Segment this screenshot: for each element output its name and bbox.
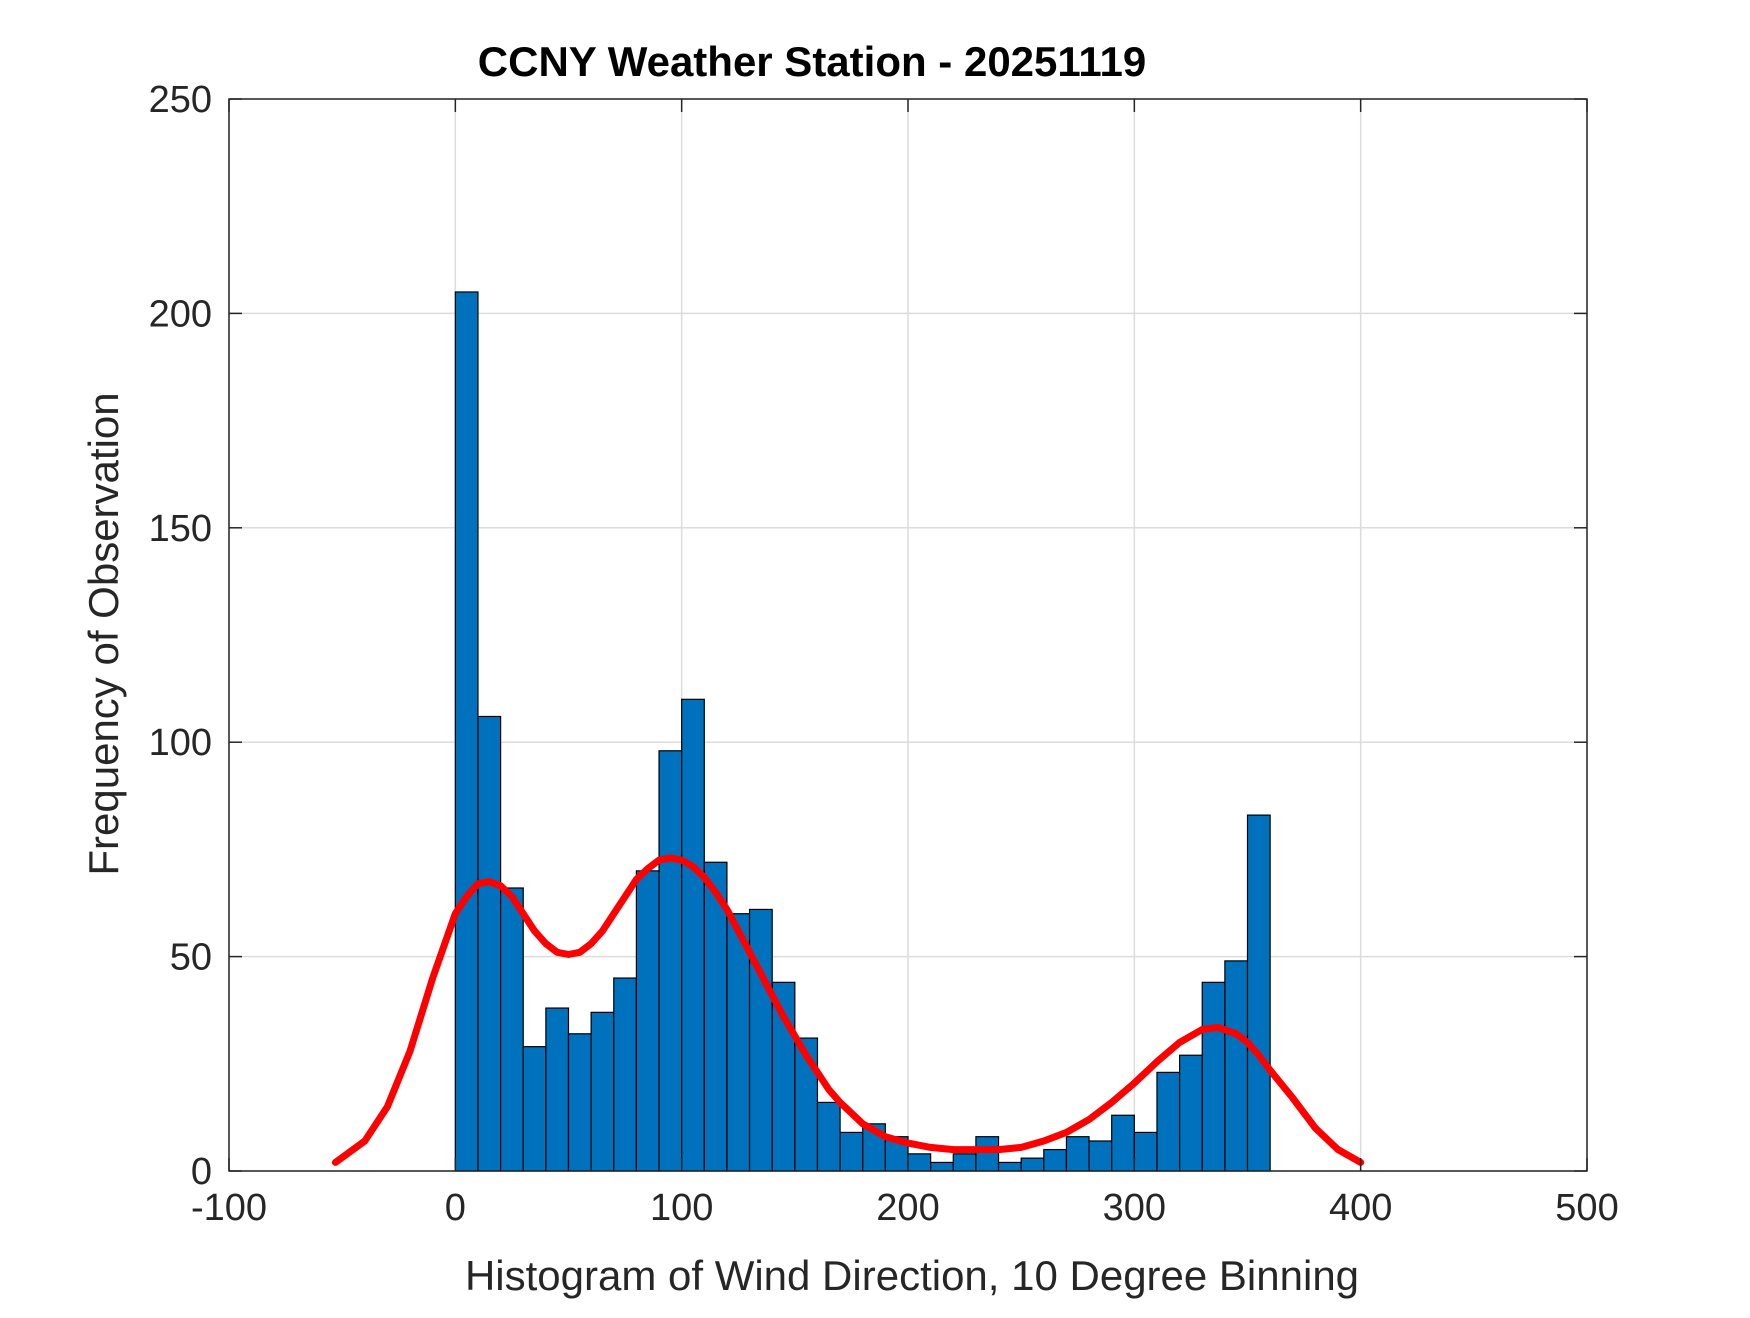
x-tick-label: 0 — [445, 1187, 466, 1229]
histogram-bar — [1246, 814, 1271, 1172]
y-tick-labels: 0 50 100 150 200 250 — [149, 79, 212, 1193]
axis-ticks — [228, 98, 1588, 1172]
x-tick-label: 300 — [1103, 1187, 1166, 1229]
histogram-bar — [681, 698, 705, 1172]
y-tick-label: 50 — [170, 937, 212, 979]
y-tick-label: 100 — [149, 722, 212, 764]
histogram-bar — [635, 870, 660, 1172]
y-tick-label: 200 — [149, 293, 212, 335]
x-tick-labels: -100 0 100 200 300 400 500 — [191, 1187, 1619, 1229]
histogram-bar — [1224, 960, 1249, 1172]
y-tick-label: 0 — [191, 1151, 212, 1193]
histogram-bar — [1020, 1157, 1045, 1172]
histogram-bar — [1201, 981, 1226, 1172]
histogram-bar — [454, 291, 479, 1172]
histogram-bar — [590, 1011, 615, 1172]
histogram-bar — [952, 1153, 977, 1172]
histogram-bar — [1178, 1054, 1203, 1172]
histogram-bar — [1043, 1148, 1068, 1172]
histogram-bar — [500, 887, 524, 1172]
histogram-bar — [1156, 1071, 1181, 1172]
y-tick-label: 150 — [149, 508, 212, 550]
histogram-bar — [997, 1161, 1022, 1172]
histogram-bar — [816, 1101, 841, 1172]
histogram-bar — [907, 1153, 932, 1172]
x-tick-label: 200 — [876, 1187, 939, 1229]
y-tick-label: 250 — [149, 79, 212, 121]
x-tick-label: 400 — [1329, 1187, 1392, 1229]
histogram-bar — [658, 750, 683, 1172]
y-axis-title: Frequency of Observation — [80, 392, 127, 875]
density-curve-layer — [331, 854, 1365, 1166]
histogram-bar — [1065, 1136, 1090, 1172]
histogram-bar — [1133, 1131, 1158, 1172]
histogram-bar — [748, 908, 773, 1172]
histogram-bar — [839, 1131, 864, 1172]
chart-title: CCNY Weather Station - 20251119 — [478, 38, 1146, 85]
histogram-bar — [613, 977, 637, 1172]
x-tick-label: 100 — [650, 1187, 713, 1229]
histogram-bar — [545, 1007, 570, 1172]
histogram-bar — [930, 1161, 954, 1172]
x-tick-label: 500 — [1555, 1187, 1618, 1229]
histogram-bar — [477, 715, 502, 1172]
density-curve — [331, 854, 1365, 1166]
x-tick-label: -100 — [191, 1187, 267, 1229]
histogram-bar — [1088, 1140, 1113, 1172]
histogram-bar — [567, 1033, 592, 1172]
histogram-bar — [975, 1136, 1000, 1172]
x-axis-title: Histogram of Wind Direction, 10 Degree B… — [465, 1252, 1359, 1299]
histogram-bar — [1111, 1114, 1135, 1172]
histogram-bar — [522, 1046, 547, 1172]
